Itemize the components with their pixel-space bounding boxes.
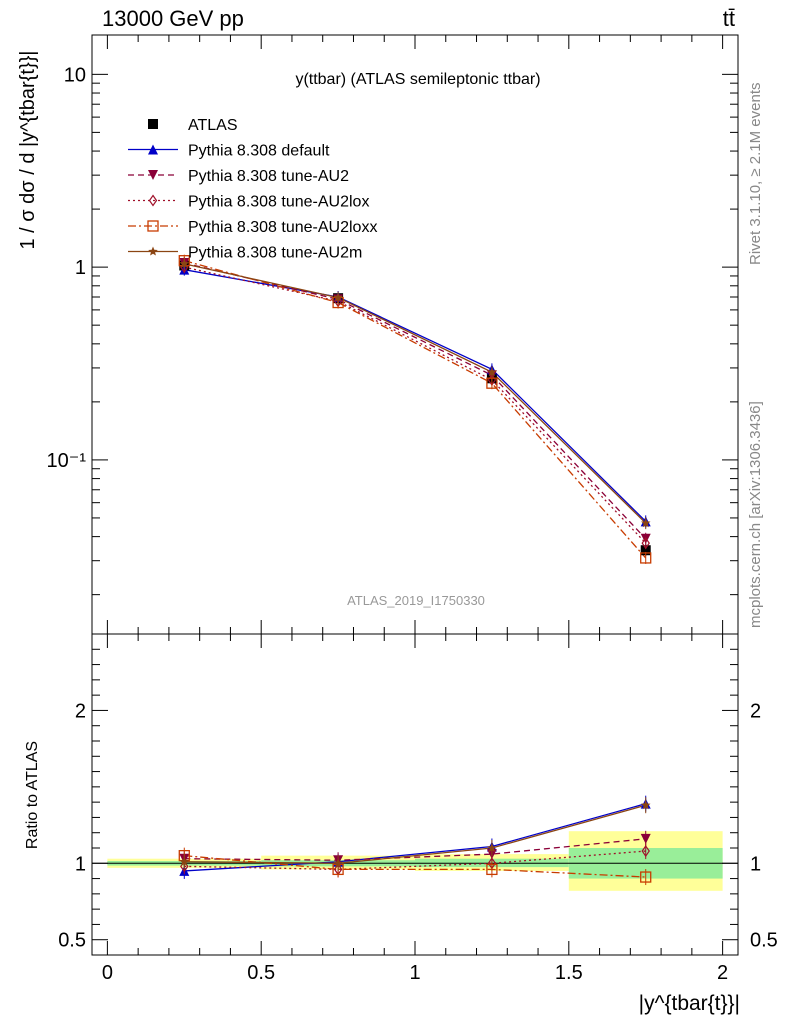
ratio-point [641,845,650,858]
y-tick-label: 1 [750,853,761,875]
ratio-point [640,871,652,883]
legend-label: Pythia 8.308 default [188,143,330,160]
main-title: y(ttbar) (ATLAS semileptonic ttbar) [295,71,540,88]
ratio-series-lines [184,803,646,878]
process-label: tt̄ [723,6,735,31]
ratio-line [184,854,646,878]
series-line [184,263,647,524]
data-point [640,545,651,556]
ratio-point [333,858,343,868]
x-tick-label: 0.5 [247,962,275,984]
series-line [184,266,647,544]
y-tick-label: 2 [75,700,86,722]
legend-marker [148,170,158,180]
y-tick-label: 10 [64,64,86,86]
main-series-lines [184,260,647,559]
legend-label: Pythia 8.308 tune-AU2lox [188,194,369,211]
main-ylabel: 1 / σ dσ / d |y^{tbar{t}}| [17,50,39,249]
y-tick-label: 0.5 [750,930,778,952]
ratio-point [486,863,498,876]
data-point [487,367,497,377]
data-point [640,552,652,564]
series-line [184,269,647,522]
ratio-xlabel: |y^{tbar{t}}| [639,992,740,1015]
legend-label: Pythia 8.308 tune-AU2 [188,168,349,185]
ratio-line [184,850,646,871]
series-line [184,260,647,559]
ratio-series-points [178,795,652,886]
ratio-frame [91,633,739,956]
data-point [333,292,343,302]
y-tick-label: 10⁻¹ [47,450,87,472]
ratio-axes: 0 0.5 1 1.5 2 0.5 0.5 1 1 2 2 [58,35,778,984]
ratio-line [184,804,646,864]
data-point [641,537,650,550]
legend-label: Pythia 8.308 tune-AU2loxx [188,219,377,236]
ratio-point [640,833,651,844]
rivet-label: Rivet 3.1.10, ≥ 2.1M events [747,83,764,266]
ratio-point [487,843,497,852]
data-point [641,518,651,528]
ratio-point [641,800,651,810]
legend-marker [148,246,158,256]
energy-label: 13000 GeV pp [102,6,244,31]
series-line [184,262,647,540]
main-series-points [178,254,652,564]
legend-label: Pythia 8.308 tune-AU2m [188,245,362,262]
x-tick-label: 0 [102,962,113,984]
legend-marker [147,220,159,232]
ratio-ylabel: Ratio to ATLAS [24,741,41,849]
y-tick-label: 0.5 [58,930,86,952]
data-point [179,258,189,268]
watermark-label: ATLAS_2019_I1750330 [347,593,485,608]
y-tick-label: 1 [75,853,86,875]
ratio-line [184,838,646,861]
x-tick-label: 1.5 [555,962,583,984]
x-tick-label: 1 [409,962,420,984]
y-tick-label: 1 [75,257,86,279]
source-label: mcplots.cern.ch [arXiv:1306.3436] [747,401,764,628]
legend: ATLAS Pythia 8.308 default Pythia 8.308 tu… [128,117,377,262]
ratio-panel: 0 0.5 1 1.5 2 0.5 0.5 1 1 2 2 Ratio to ATLAS |y^{t… [24,35,778,1015]
main-panel: y(ttbar) (ATLAS semileptonic ttbar) ATLA… [17,34,739,635]
ratio-line [184,803,646,872]
legend-marker [148,194,158,207]
x-tick-label: 2 [717,962,728,984]
ratio-bands [107,831,723,891]
ratio-point [179,856,189,866]
legend-marker [148,119,158,129]
y-tick-label: 2 [750,700,761,722]
legend-label: ATLAS [188,117,238,134]
legend-marker [148,144,158,155]
